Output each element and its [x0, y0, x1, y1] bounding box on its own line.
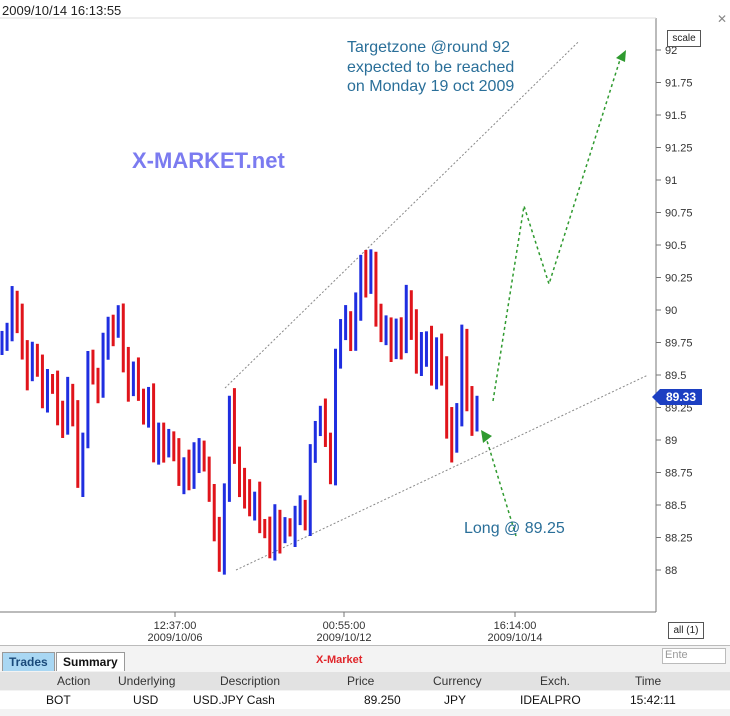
target-zone-note: Targetzone @round 92 expected to be reac…	[347, 39, 515, 95]
y-tick-label: 89.25	[665, 403, 693, 415]
cell-action: BOT	[46, 693, 71, 707]
y-tick-label: 89.5	[665, 370, 686, 382]
brand-watermark: X-MARKET.net	[132, 148, 285, 173]
entry-field[interactable]: Ente	[662, 648, 726, 664]
cell-underlying: USD	[133, 693, 159, 707]
cell-time: 15:42:11	[630, 693, 676, 707]
lower-channel-line	[235, 374, 649, 571]
column-header-action[interactable]: Action	[57, 674, 91, 688]
y-tick-label: 91.25	[665, 143, 693, 155]
y-tick-label: 91.5	[665, 110, 686, 122]
chart-timestamp: 2009/10/14 16:13:55	[2, 3, 122, 18]
y-tick-label: 90	[665, 305, 677, 317]
y-tick-label: 90.5	[665, 240, 686, 252]
cell-exchange: IDEALPRO	[520, 693, 581, 707]
cell-currency: JPY	[444, 693, 467, 707]
target-arrowhead	[616, 50, 626, 62]
y-axis: 88 88.25 88.5 88.75 89 89.25 89.5 89.75 90 90.25 9…	[656, 45, 693, 577]
cell-description: USD.JPY Cash	[193, 693, 275, 707]
scale-button[interactable]: scale	[667, 30, 701, 47]
tab-trades[interactable]: Trades	[2, 652, 55, 671]
y-tick-label: 88.5	[665, 500, 686, 512]
long-entry-arrowhead	[481, 430, 492, 443]
x-tick-date: 2009/10/06	[147, 632, 202, 644]
price-pointer-icon	[652, 389, 660, 405]
all-trades-button[interactable]: all (1)	[668, 622, 704, 639]
y-tick-label: 88.75	[665, 468, 693, 480]
y-tick-label: 91.75	[665, 78, 693, 90]
price-bars	[0, 249, 479, 575]
x-tick-time: 12:37:00	[154, 620, 197, 632]
trend-channel	[224, 41, 649, 571]
column-header-exchange[interactable]: Exch.	[540, 674, 571, 688]
tab-summary[interactable]: Summary	[56, 652, 125, 671]
table-header: Action Underlying Description Price Curr…	[0, 672, 730, 690]
x-tick-date: 2009/10/14	[487, 632, 542, 644]
y-tick-label: 89.75	[665, 338, 693, 350]
y-tick-label: 92	[665, 45, 677, 57]
x-tick-time: 16:14:00	[494, 620, 537, 632]
current-price-label: 89.33	[660, 389, 702, 405]
projection-path	[492, 56, 622, 402]
y-tick-label: 89	[665, 435, 677, 447]
y-tick-label: 91	[665, 175, 677, 187]
long-entry-note: Long @ 89.25	[464, 520, 565, 537]
trades-panel: Trades Summary X-Market Ente Action Unde…	[0, 645, 730, 716]
column-header-currency[interactable]: Currency	[433, 674, 482, 688]
y-tick-label: 90.25	[665, 273, 693, 285]
projection-arrows	[481, 50, 626, 537]
cell-price: 89.250	[364, 693, 401, 707]
panel-title: X-Market	[316, 654, 363, 666]
y-tick-label: 88	[665, 565, 677, 577]
y-tick-label: 88.25	[665, 533, 693, 545]
table-row[interactable]: BOT USD USD.JPY Cash 89.250 JPY IDEALPRO…	[0, 691, 730, 709]
column-header-time[interactable]: Time	[635, 674, 662, 688]
x-tick-date: 2009/10/12	[316, 632, 371, 644]
price-chart: 88 88.25 88.5 88.75 89 89.25 89.5 89.75 90 90.25 9…	[0, 17, 693, 644]
long-entry-arrow-line	[485, 437, 517, 537]
y-tick-label: 90.75	[665, 208, 693, 220]
column-header-price[interactable]: Price	[347, 674, 375, 688]
column-header-underlying[interactable]: Underlying	[118, 674, 176, 688]
column-header-description[interactable]: Description	[220, 674, 281, 688]
close-icon[interactable]: ✕	[717, 12, 728, 26]
x-tick-time: 00:55:00	[323, 620, 366, 632]
